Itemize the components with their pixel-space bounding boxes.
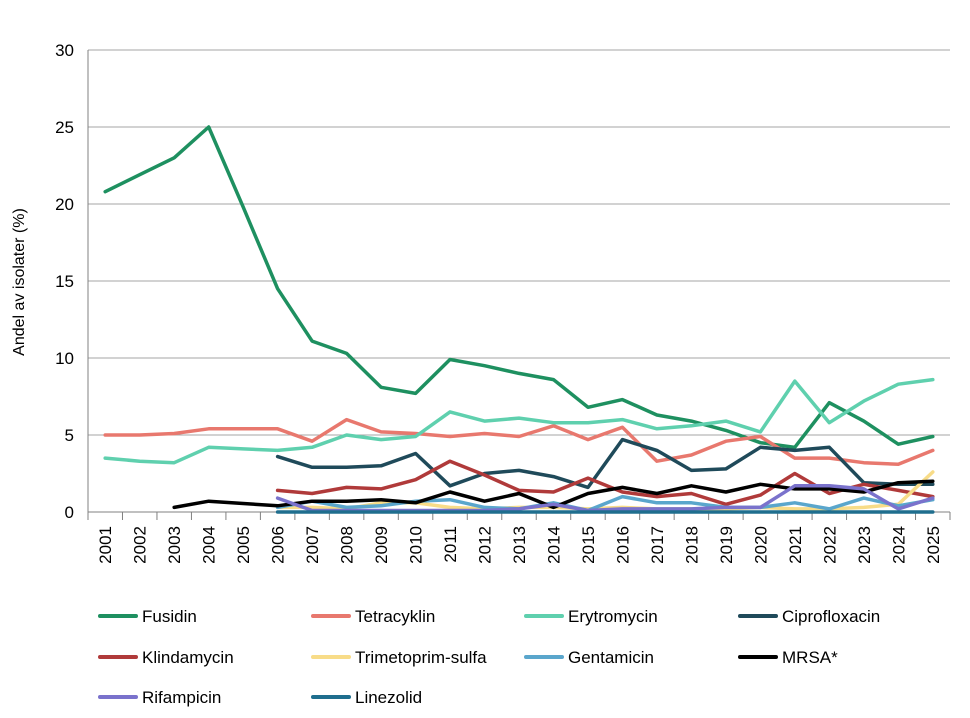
x-tick-label: 2020 [751, 526, 770, 564]
legend-label-erytromycin: Erytromycin [568, 607, 658, 626]
x-tick-label: 2017 [648, 526, 667, 564]
x-tick-label: 2023 [855, 526, 874, 564]
y-tick-label: 5 [65, 426, 74, 445]
series-lines [103, 125, 935, 514]
legend-label-trimetoprim-sulfa: Trimetoprim-sulfa [355, 648, 487, 667]
y-tick-label: 0 [65, 503, 74, 522]
x-tick-label: 2019 [717, 526, 736, 564]
x-tick-label: 2005 [234, 526, 253, 564]
x-tick-label: 2013 [510, 526, 529, 564]
series-line-ciprofloxacin [275, 437, 935, 490]
x-tick-label: 2015 [579, 526, 598, 564]
x-tick-label: 2001 [96, 526, 115, 564]
legend-label-mrsa: MRSA* [782, 648, 838, 667]
y-tick-label: 20 [55, 195, 74, 214]
x-tick-label: 2008 [338, 526, 357, 564]
x-axis-ticks: 2001 2002 2003 2004 2005 2006 2007 2008 2009 2010… [87, 512, 951, 564]
gridlines [87, 49, 950, 513]
x-tick-label: 2009 [372, 526, 391, 564]
x-tick-label: 2004 [200, 526, 219, 564]
y-tick-label: 15 [55, 272, 74, 291]
x-tick-label: 2014 [544, 526, 563, 564]
x-tick-label: 2007 [303, 526, 322, 564]
series-line-gentamicin [275, 494, 935, 513]
legend-label-gentamicin: Gentamicin [568, 648, 654, 667]
x-tick-label: 2006 [269, 526, 288, 564]
legend-label-klindamycin: Klindamycin [142, 648, 234, 667]
x-tick-label: 2021 [786, 526, 805, 564]
x-tick-label: 2003 [165, 526, 184, 564]
legend-label-linezolid: Linezolid [355, 688, 422, 707]
x-tick-label: 2002 [131, 526, 150, 564]
legend-label-rifampicin: Rifampicin [142, 688, 221, 707]
series-line-tetracyklin [103, 417, 935, 467]
y-axis-ticks: 0 5 10 15 20 25 30 [55, 41, 74, 522]
legend-label-tetracyklin: Tetracyklin [355, 607, 435, 626]
legend-label-ciprofloxacin: Ciprofloxacin [782, 607, 880, 626]
y-tick-label: 10 [55, 349, 74, 368]
x-tick-label: 2012 [476, 526, 495, 564]
series-line-fusidin [103, 125, 935, 450]
x-tick-label: 2022 [820, 526, 839, 564]
series-line-erytromycin [103, 377, 935, 465]
x-tick-label: 2024 [889, 526, 908, 564]
x-tick-label: 2010 [407, 526, 426, 564]
x-tick-label: 2025 [924, 526, 943, 564]
x-tick-label: 2011 [441, 526, 460, 563]
y-tick-label: 25 [55, 118, 74, 137]
legend: Fusidin Tetracyklin Erytromycin Ciprofloxac… [98, 607, 880, 707]
y-tick-label: 30 [55, 41, 74, 60]
series-line-mrsa [172, 479, 935, 510]
legend-label-fusidin: Fusidin [142, 607, 197, 626]
y-axis-label: Andel av isolater (%) [11, 208, 28, 356]
x-tick-label: 2016 [613, 526, 632, 564]
x-tick-label: 2018 [682, 526, 701, 564]
